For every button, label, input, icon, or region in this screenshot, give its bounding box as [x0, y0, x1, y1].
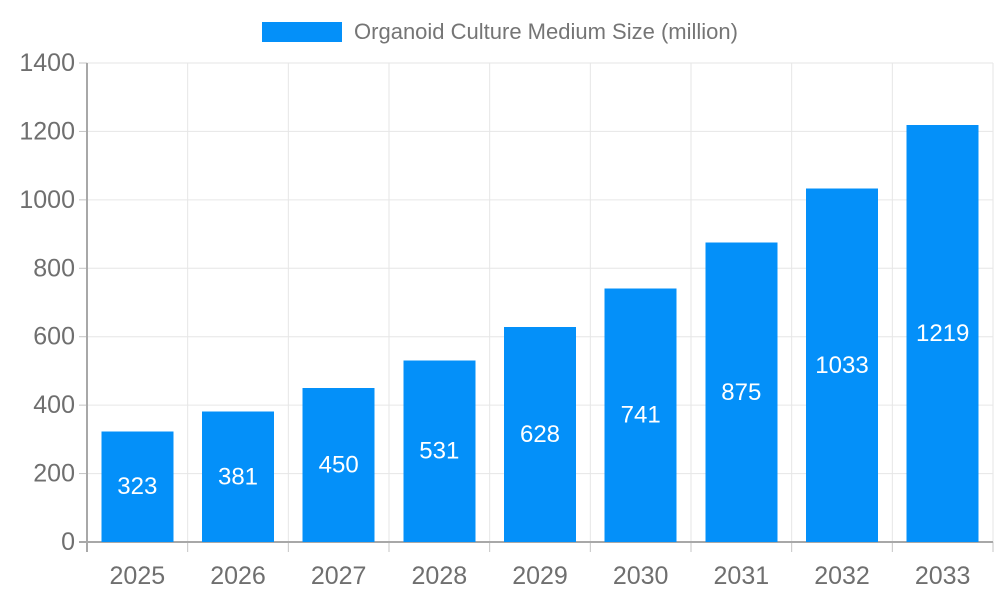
bar-value-label: 323: [117, 473, 157, 500]
y-axis-tick-label: 200: [33, 460, 75, 488]
x-axis-tick-label: 2029: [512, 562, 568, 590]
legend[interactable]: Organoid Culture Medium Size (million): [0, 20, 1000, 44]
x-axis-tick-label: 2032: [814, 562, 870, 590]
bar-value-label: 741: [621, 402, 661, 429]
y-axis-tick-label: 0: [61, 528, 75, 556]
bar[interactable]: [806, 188, 878, 543]
bar[interactable]: [705, 242, 778, 542]
y-axis-tick-label: 1000: [19, 186, 75, 214]
bar[interactable]: [504, 327, 576, 542]
x-axis-tick-label: 2026: [210, 562, 266, 590]
bar-value-label: 450: [319, 452, 359, 479]
bar[interactable]: [604, 288, 677, 542]
bar-value-label: 531: [419, 438, 459, 465]
y-axis-tick-label: 400: [33, 391, 75, 419]
x-axis-tick-label: 2028: [412, 562, 468, 590]
bar-value-label: 1219: [916, 320, 969, 347]
bar[interactable]: [403, 360, 476, 542]
bar[interactable]: [202, 411, 274, 542]
y-axis-tick-label: 800: [33, 254, 75, 282]
bar[interactable]: [302, 388, 375, 542]
y-axis-tick-label: 1400: [19, 49, 75, 77]
x-axis-tick-label: 2025: [110, 562, 166, 590]
bar-value-label: 628: [520, 421, 560, 448]
bar-value-label: 381: [218, 463, 258, 490]
bar[interactable]: [906, 124, 979, 542]
bar[interactable]: [101, 431, 174, 542]
bar-value-label: 1033: [815, 352, 868, 379]
x-axis-tick-label: 2027: [311, 562, 367, 590]
x-axis-tick-label: 2031: [714, 562, 770, 590]
legend-swatch: [262, 22, 343, 42]
x-axis-tick-label: 2030: [613, 562, 669, 590]
bar-value-label: 875: [721, 379, 761, 406]
legend-label: Organoid Culture Medium Size (million): [354, 19, 738, 44]
y-axis-tick-label: 600: [33, 323, 75, 351]
x-axis-tick-label: 2033: [915, 562, 971, 590]
y-axis-tick-label: 1200: [19, 117, 75, 145]
